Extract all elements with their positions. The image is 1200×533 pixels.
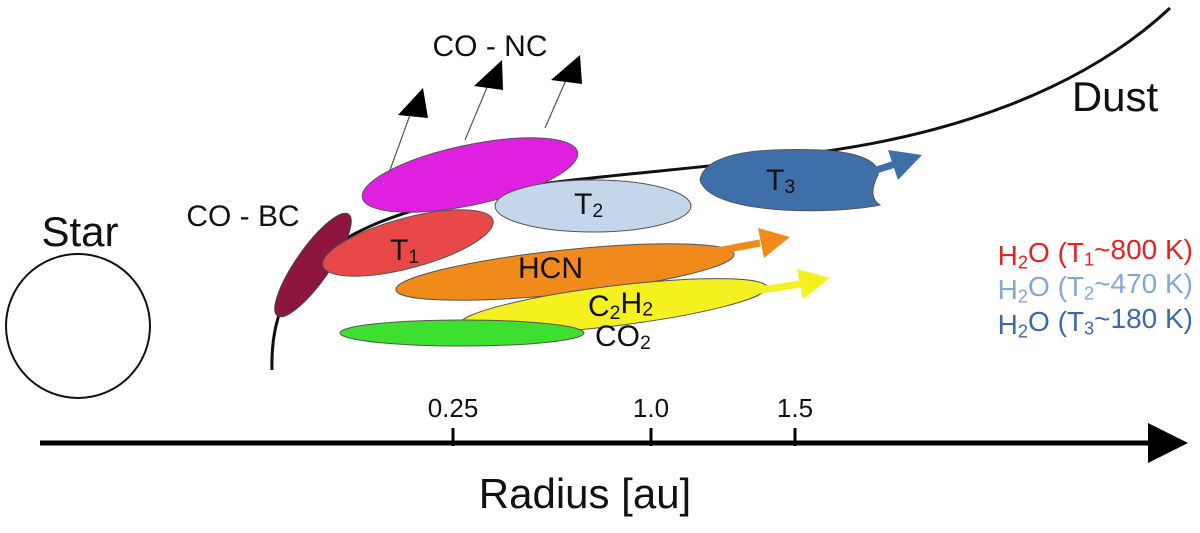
legend-entry: H2O (T2~470 K)	[998, 269, 1193, 307]
subscript: 1	[1084, 249, 1094, 269]
text-part: ~470 K)	[1094, 269, 1193, 300]
t3-region	[699, 148, 882, 212]
text-part: T	[390, 234, 408, 267]
subscript: 1	[408, 246, 419, 268]
co-nc-arrows	[389, 79, 567, 171]
co-nc-label: CO - NC	[433, 30, 548, 63]
t1-region	[322, 209, 494, 277]
subscript: 2	[1084, 283, 1094, 303]
text-part: T	[574, 188, 592, 221]
hcn-arrow-head	[758, 228, 790, 258]
subscript: 2	[610, 302, 621, 324]
text-part: O (T	[1028, 271, 1084, 302]
text-part: ~800 K)	[1094, 235, 1193, 266]
co2-region	[339, 319, 585, 347]
text-part: O (T	[1028, 306, 1084, 337]
tick-label: 0.25	[428, 393, 479, 423]
region-label: C2H2	[588, 287, 653, 324]
legend-entry: H2O (T3~180 K)	[998, 304, 1193, 342]
text-part: ~180 K)	[1094, 304, 1193, 335]
subscript: 2	[1018, 321, 1028, 341]
co-bc-region	[274, 212, 352, 318]
subscript: 2	[642, 299, 653, 321]
subscript: 2	[640, 332, 651, 354]
text-part: C	[588, 290, 610, 323]
text-part: O (T	[1028, 237, 1084, 268]
text-part: H	[621, 287, 643, 320]
subscript: 2	[1018, 252, 1028, 272]
star-circle	[5, 253, 151, 399]
t3-arrow	[856, 160, 897, 180]
region-label: T1	[390, 234, 419, 268]
co-nc-heads	[398, 55, 582, 118]
subscript: 2	[1018, 286, 1028, 306]
axis-label: Radius [au]	[479, 470, 691, 517]
text-part: CO	[595, 320, 640, 353]
co-bc-label: CO - BC	[186, 200, 299, 233]
c2h2-arrow	[754, 280, 801, 295]
region-label: T2	[574, 188, 603, 222]
t2-region	[494, 179, 692, 233]
subscript: 2	[592, 200, 603, 222]
text-part: T	[766, 164, 784, 197]
text-part: HCN	[518, 252, 583, 285]
hcn-arrow	[711, 239, 761, 256]
subscript: 3	[1084, 318, 1094, 338]
tick-label: 1.0	[633, 393, 669, 423]
text-part: H	[998, 309, 1018, 340]
c2h2-arrow-head	[797, 269, 830, 299]
tick-label: 1.5	[777, 393, 813, 423]
t3-arrow-head	[888, 150, 922, 180]
axis-arrow	[1148, 423, 1188, 463]
text-part: H	[998, 240, 1018, 271]
region-label: CO2	[595, 320, 651, 354]
co-nc-region	[361, 137, 579, 213]
subscript: 3	[784, 176, 795, 198]
legend-entry: H2O (T1~800 K)	[998, 235, 1193, 273]
dust-label: Dust	[1072, 73, 1159, 120]
text-part: H	[998, 274, 1018, 305]
region-label: HCN	[518, 252, 583, 285]
star-label: Star	[41, 208, 118, 255]
region-label: T3	[766, 164, 795, 198]
